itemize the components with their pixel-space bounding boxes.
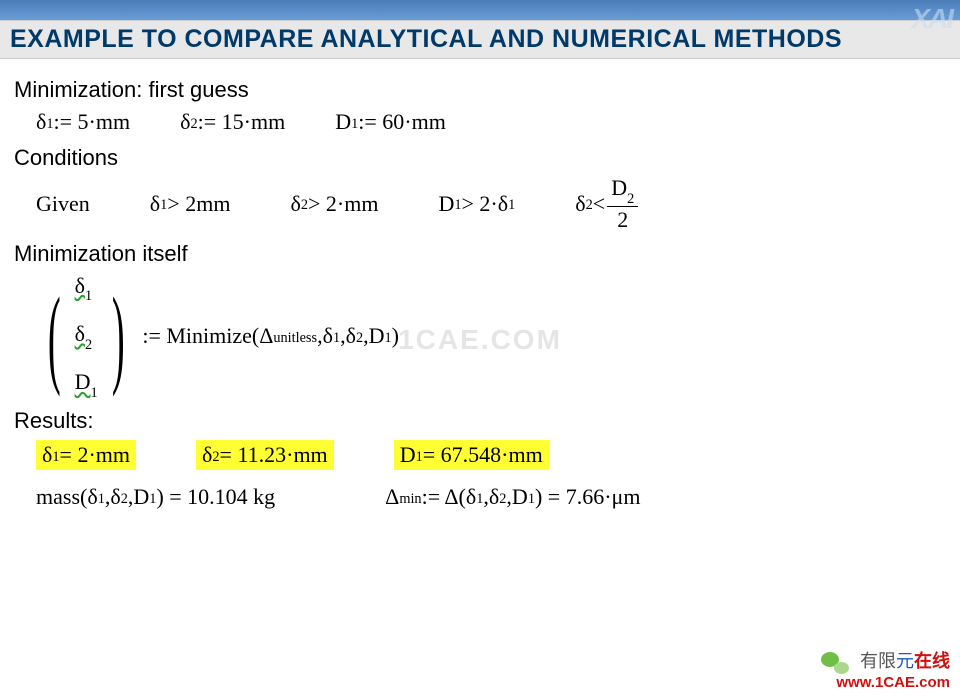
section-results: Results: <box>14 408 946 434</box>
footer-url: www.1CAE.com <box>821 674 950 692</box>
section-minimization: Minimization itself <box>14 241 946 267</box>
section-first-guess: Minimization: first guess <box>14 77 946 103</box>
given-label: Given <box>36 191 90 217</box>
mass-result: mass(δ1,δ2,D1) = 10.104 kg <box>36 484 275 510</box>
results-highlighted: δ1 = 2·mm δ2 = 11.23·mm D1 = 67.548·mm <box>36 440 946 470</box>
section-conditions: Conditions <box>14 145 946 171</box>
result-vector: δ1 δ2 D1 <box>73 273 100 400</box>
result-delta2: δ2 = 11.23·mm <box>196 440 334 470</box>
cond-D1: D1 > 2·δ1 <box>438 191 515 217</box>
wechat-icon <box>821 650 849 674</box>
minimize-equation: ( δ1 δ2 D1 ) := Minimize(Δunitless,δ1,δ2… <box>36 273 946 400</box>
fraction-D2-over-2: D2 2 <box>607 177 638 231</box>
result-delta1: δ1 = 2·mm <box>36 440 136 470</box>
slide-content: Minimization: first guess δ1 := 5·mm δ2 … <box>0 59 960 510</box>
footer-watermark: 有限元在线 www.1CAE.com <box>821 650 950 692</box>
cond-delta1: δ1 > 2mm <box>150 191 231 217</box>
delta-min-result: Δmin := Δ(δ1,δ2,D1) = 7.66·μm <box>385 484 640 510</box>
result-D1: D1 = 67.548·mm <box>394 440 549 470</box>
cond-delta2: δ2 > 2·mm <box>290 191 378 217</box>
right-paren-icon: ) <box>112 290 125 384</box>
left-paren-icon: ( <box>48 290 61 384</box>
slide-header: EXAMPLE TO COMPARE ANALYTICAL AND NUMERI… <box>0 20 960 59</box>
corner-logo: XAI <box>911 3 952 35</box>
results-mass-delta: mass(δ1,δ2,D1) = 10.104 kg Δmin := Δ(δ1,… <box>36 484 946 510</box>
slide-title: EXAMPLE TO COMPARE ANALYTICAL AND NUMERI… <box>10 25 842 53</box>
delta2-guess: δ2 := 15·mm <box>180 109 285 135</box>
minimize-call: := Minimize(Δunitless,δ1,δ2,D1) <box>142 323 399 349</box>
conditions-line: Given δ1 > 2mm δ2 > 2·mm D1 > 2·δ1 δ2 < … <box>36 177 946 231</box>
cond-delta2-frac: δ2 < D2 2 <box>575 177 640 231</box>
delta1-guess: δ1 := 5·mm <box>36 109 130 135</box>
top-sky-bar <box>0 0 960 20</box>
first-guess-line: δ1 := 5·mm δ2 := 15·mm D1 := 60·mm <box>36 109 946 135</box>
D1-guess: D1 := 60·mm <box>335 109 446 135</box>
